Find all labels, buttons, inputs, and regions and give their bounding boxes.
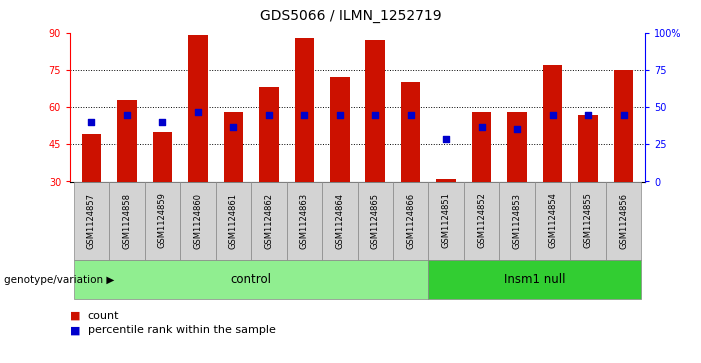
- Point: [547, 112, 558, 118]
- Text: GSM1124866: GSM1124866: [407, 192, 415, 249]
- Bar: [499, 182, 535, 260]
- Text: GSM1124854: GSM1124854: [548, 193, 557, 248]
- Bar: [578, 115, 598, 182]
- Point: [299, 112, 310, 118]
- Bar: [464, 182, 499, 260]
- Text: count: count: [88, 311, 119, 321]
- Point: [441, 136, 452, 142]
- Text: genotype/variation ▶: genotype/variation ▶: [4, 274, 114, 285]
- Text: GSM1124859: GSM1124859: [158, 193, 167, 248]
- Text: ■: ■: [70, 311, 81, 321]
- Bar: [330, 77, 350, 182]
- Point: [192, 109, 203, 115]
- Text: GSM1124863: GSM1124863: [300, 192, 308, 249]
- Bar: [287, 182, 322, 260]
- Bar: [358, 182, 393, 260]
- Bar: [401, 82, 421, 182]
- Point: [512, 127, 523, 132]
- Point: [369, 112, 381, 118]
- Point: [228, 124, 239, 130]
- Bar: [180, 182, 216, 260]
- Point: [476, 124, 487, 130]
- Bar: [251, 182, 287, 260]
- Text: GSM1124858: GSM1124858: [123, 192, 131, 249]
- Text: GSM1124864: GSM1124864: [335, 192, 344, 249]
- Text: GSM1124856: GSM1124856: [619, 192, 628, 249]
- Point: [263, 112, 274, 118]
- Bar: [117, 100, 137, 182]
- Bar: [109, 182, 144, 260]
- Bar: [614, 70, 634, 182]
- Text: GSM1124851: GSM1124851: [442, 193, 451, 248]
- Bar: [437, 179, 456, 182]
- Text: GSM1124855: GSM1124855: [584, 193, 592, 248]
- Bar: [472, 112, 491, 182]
- Bar: [365, 40, 385, 182]
- Text: Insm1 null: Insm1 null: [504, 273, 566, 286]
- Bar: [535, 182, 571, 260]
- Text: GSM1124861: GSM1124861: [229, 192, 238, 249]
- Bar: [74, 182, 109, 260]
- Bar: [74, 260, 428, 299]
- Bar: [259, 87, 278, 182]
- Point: [157, 119, 168, 125]
- Bar: [322, 182, 358, 260]
- Text: GSM1124860: GSM1124860: [193, 192, 203, 249]
- Bar: [224, 112, 243, 182]
- Point: [618, 112, 629, 118]
- Text: GSM1124852: GSM1124852: [477, 193, 486, 248]
- Bar: [393, 182, 428, 260]
- Point: [583, 112, 594, 118]
- Text: GSM1124857: GSM1124857: [87, 192, 96, 249]
- Point: [121, 112, 132, 118]
- Bar: [216, 182, 251, 260]
- Bar: [428, 182, 464, 260]
- Text: control: control: [231, 273, 271, 286]
- Bar: [294, 38, 314, 182]
- Bar: [606, 182, 641, 260]
- Point: [86, 119, 97, 125]
- Text: GSM1124862: GSM1124862: [264, 192, 273, 249]
- Point: [405, 112, 416, 118]
- Text: GDS5066 / ILMN_1252719: GDS5066 / ILMN_1252719: [259, 9, 442, 23]
- Bar: [543, 65, 562, 182]
- Bar: [428, 260, 641, 299]
- Text: GSM1124853: GSM1124853: [512, 192, 522, 249]
- Point: [334, 112, 346, 118]
- Text: ■: ■: [70, 325, 81, 335]
- Bar: [188, 35, 207, 182]
- Bar: [81, 134, 101, 182]
- Text: percentile rank within the sample: percentile rank within the sample: [88, 325, 275, 335]
- Bar: [153, 132, 172, 182]
- Bar: [508, 112, 527, 182]
- Text: GSM1124865: GSM1124865: [371, 192, 380, 249]
- Bar: [571, 182, 606, 260]
- Bar: [144, 182, 180, 260]
